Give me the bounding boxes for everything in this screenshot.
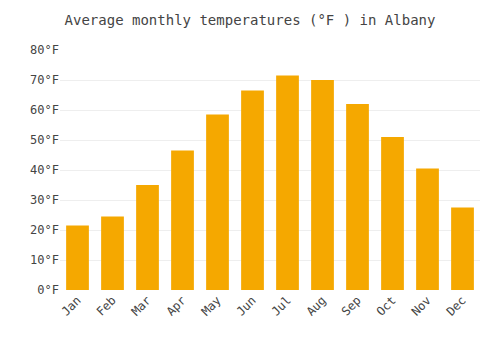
- svg-text:30°F: 30°F: [30, 193, 59, 207]
- svg-text:Oct: Oct: [374, 293, 399, 318]
- svg-text:0°F: 0°F: [37, 283, 59, 297]
- svg-text:Aug: Aug: [304, 293, 329, 318]
- svg-text:Feb: Feb: [94, 293, 119, 318]
- svg-text:Jul: Jul: [269, 293, 294, 318]
- svg-text:Apr: Apr: [164, 293, 189, 318]
- svg-text:Jan: Jan: [59, 293, 84, 318]
- svg-text:Nov: Nov: [409, 293, 434, 318]
- svg-text:Dec: Dec: [444, 293, 469, 318]
- svg-text:40°F: 40°F: [30, 163, 59, 177]
- svg-text:10°F: 10°F: [30, 253, 59, 267]
- svg-text:60°F: 60°F: [30, 103, 59, 117]
- svg-text:80°F: 80°F: [30, 43, 59, 57]
- svg-text:Average monthly temperatures (: Average monthly temperatures (°F ) in Al…: [65, 12, 436, 28]
- svg-text:Sep: Sep: [339, 293, 364, 318]
- svg-text:70°F: 70°F: [30, 73, 59, 87]
- svg-text:Jun: Jun: [234, 293, 259, 318]
- svg-text:May: May: [199, 293, 224, 318]
- svg-text:20°F: 20°F: [30, 223, 59, 237]
- svg-text:Mar: Mar: [129, 293, 154, 318]
- svg-text:50°F: 50°F: [30, 133, 59, 147]
